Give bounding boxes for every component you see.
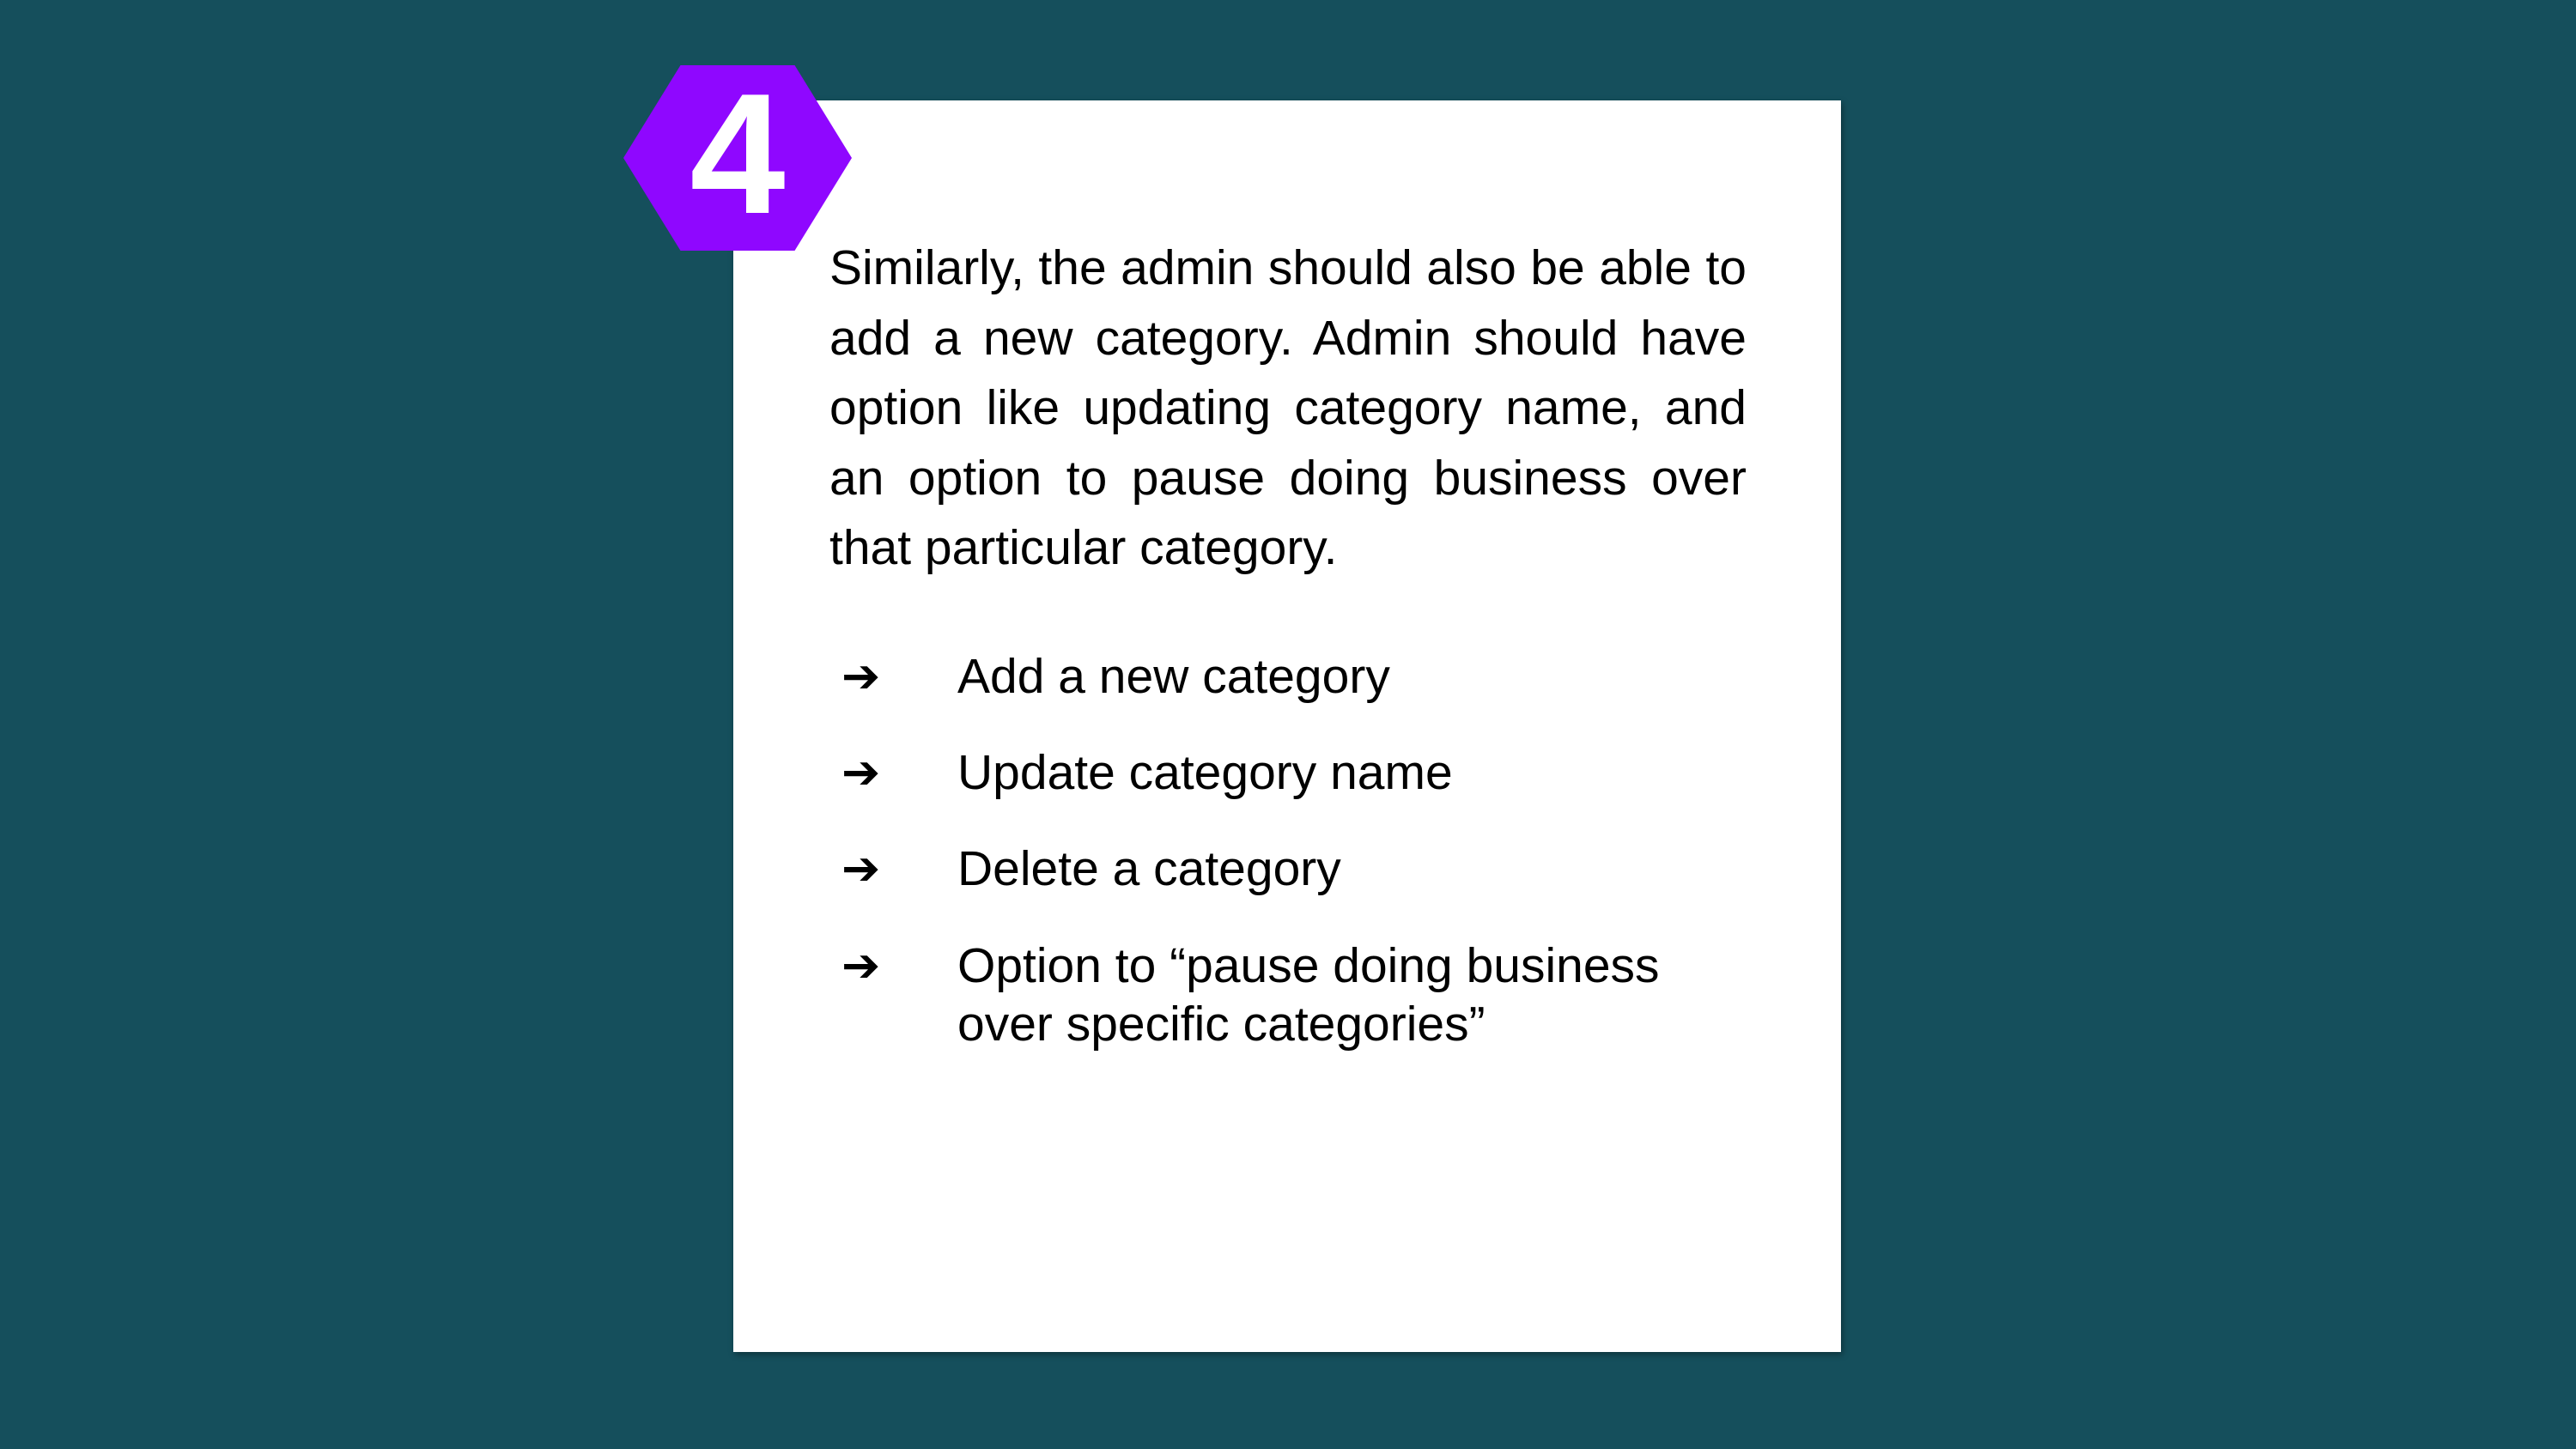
arrow-right-icon: ➔ (841, 841, 881, 895)
list-item-text: Update category name (957, 745, 1453, 800)
description-paragraph: Similarly, the admin should also be able… (829, 240, 1747, 575)
list-item-text: Delete a category (957, 841, 1341, 896)
step-number: 4 (690, 58, 786, 250)
arrow-right-icon: ➔ (841, 938, 881, 992)
list-item-text: Option to “pause doing business over spe… (957, 938, 1660, 1052)
arrow-right-icon: ➔ (841, 649, 881, 703)
list-item-text: Add a new category (957, 649, 1390, 704)
arrow-right-icon: ➔ (841, 745, 881, 799)
content-card (733, 100, 1841, 1352)
